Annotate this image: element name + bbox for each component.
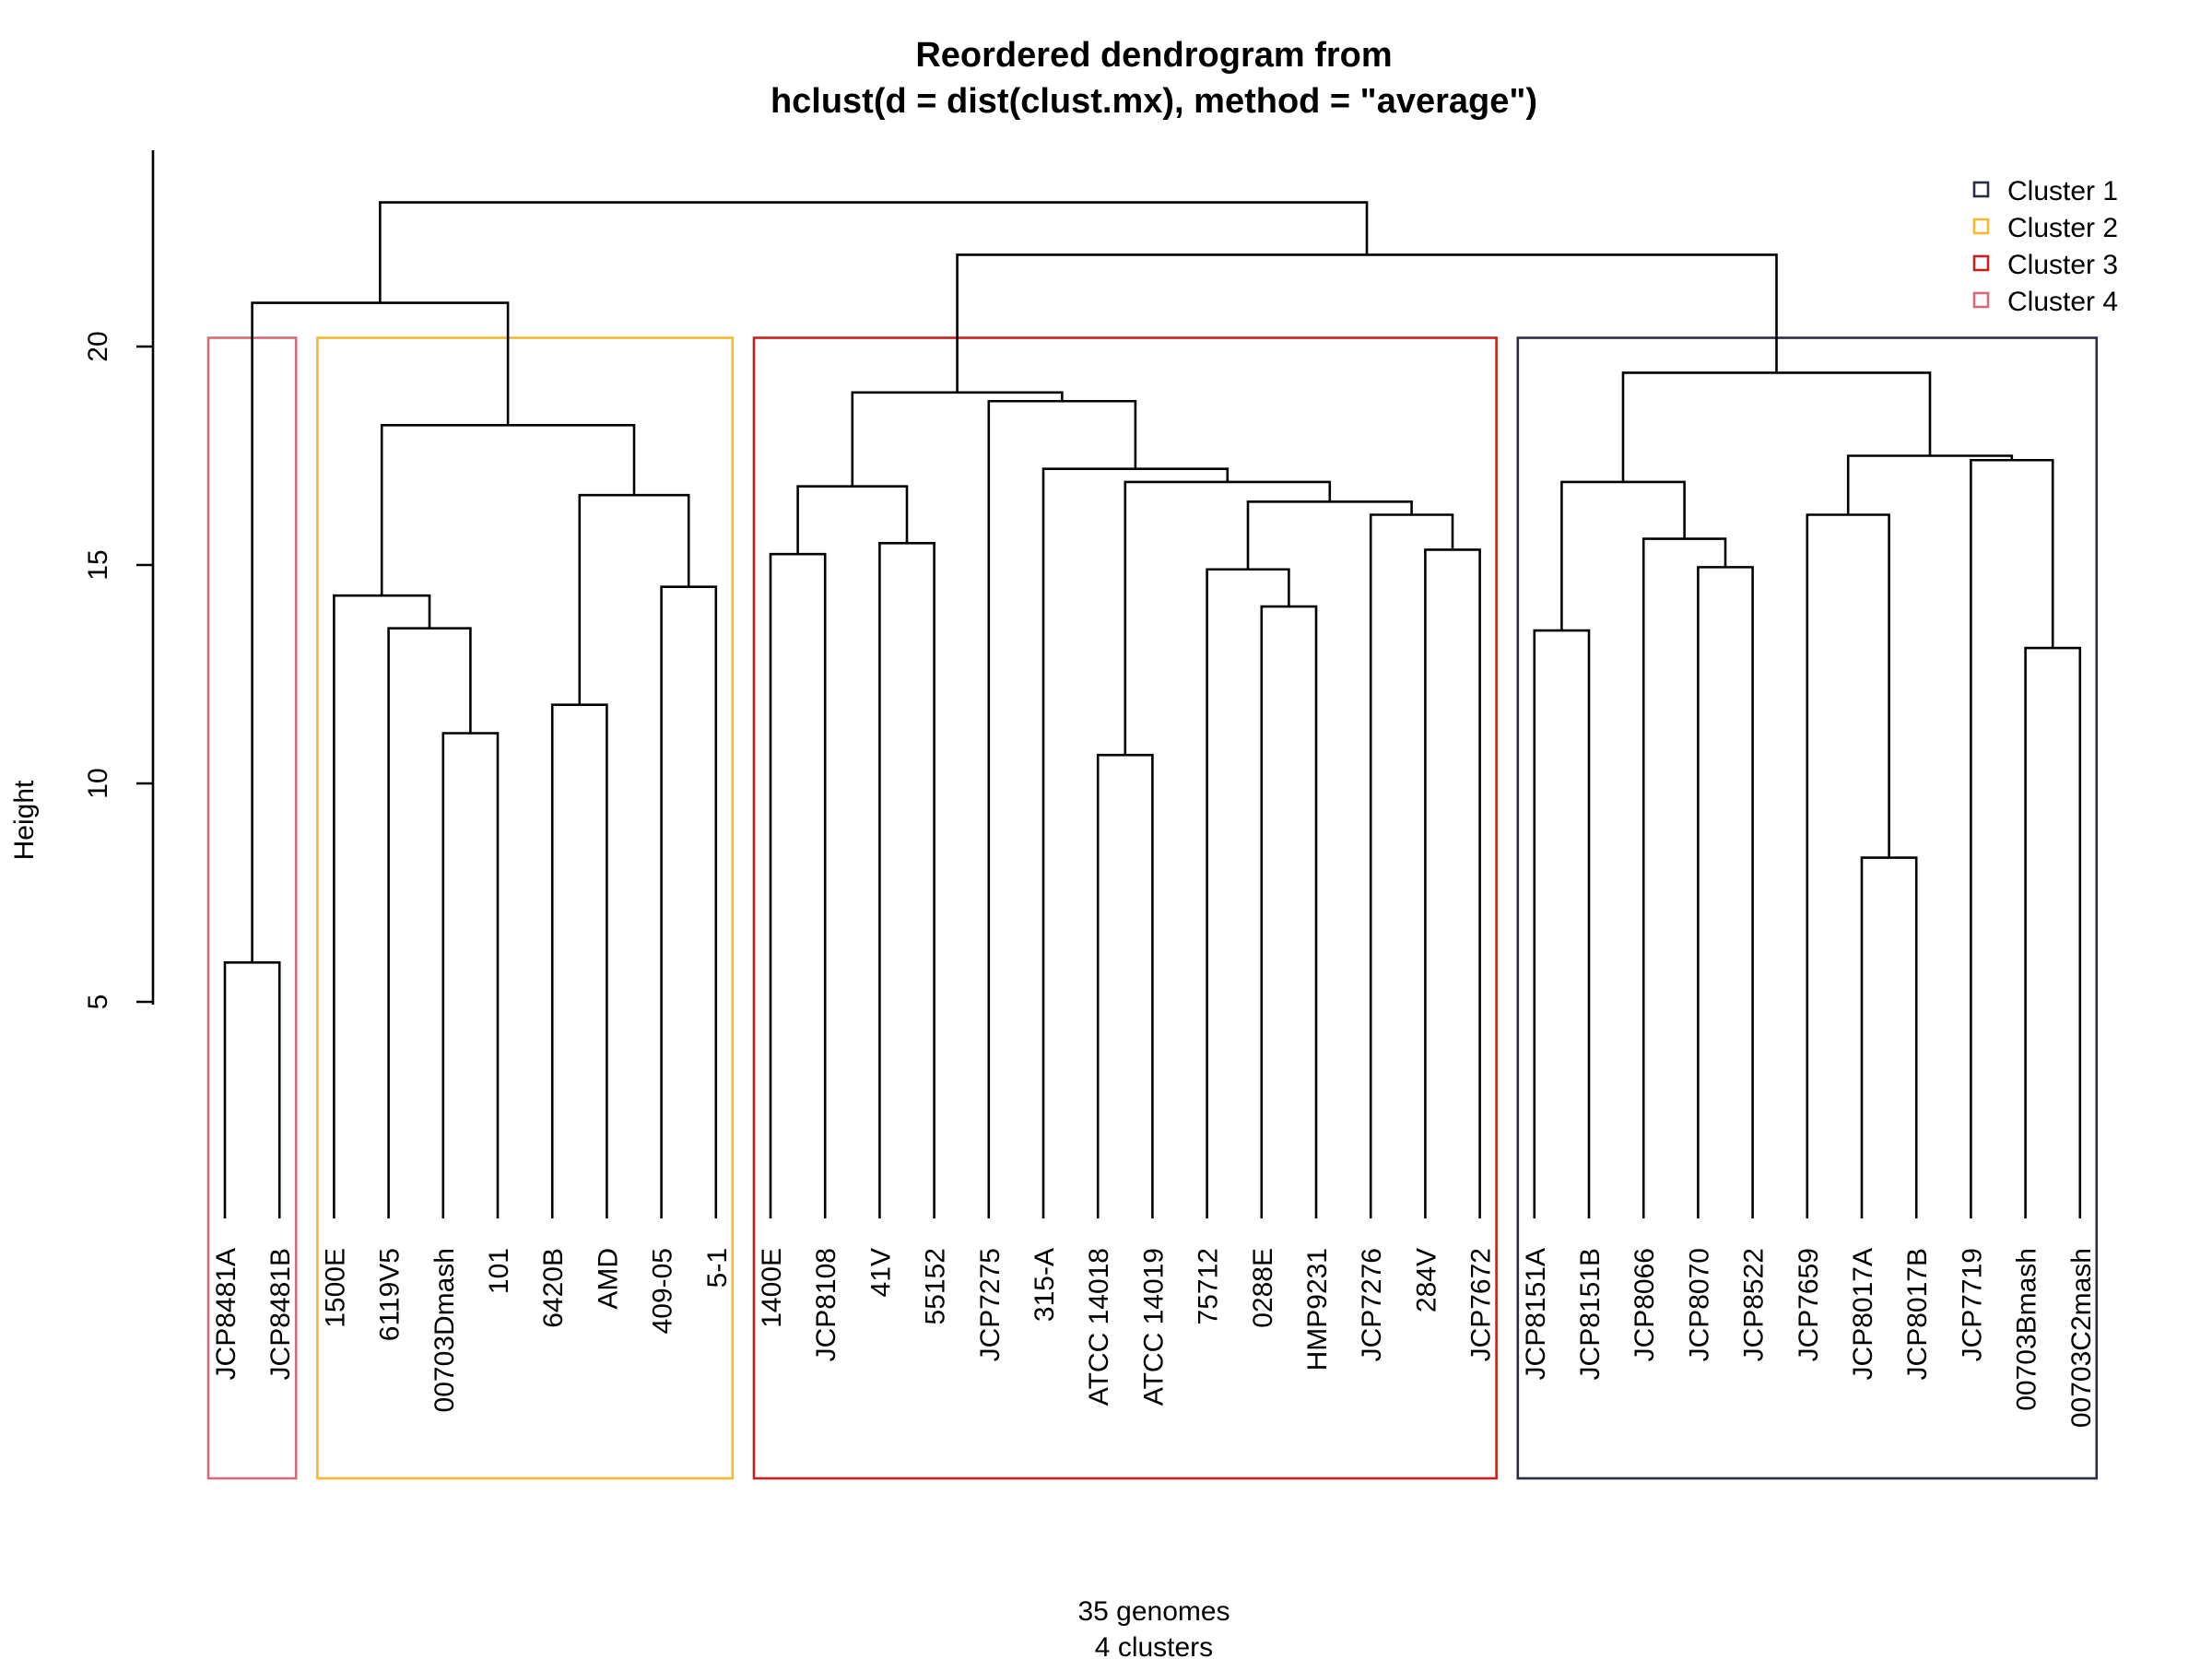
dendrogram-branch	[1041, 467, 1230, 1218]
leaf-label: JCP8066	[1630, 1248, 1660, 1361]
dendrogram-branch	[878, 542, 935, 1218]
y-tick-label: 20	[83, 331, 113, 361]
y-axis-ticks: 5 10 15 20	[83, 331, 153, 1009]
leaf-label: 00703Bmash	[2012, 1248, 2042, 1411]
leaf-label: 1500E	[320, 1248, 350, 1328]
dendrogram-branch	[1621, 371, 1932, 482]
dendrogram-branch	[1806, 513, 1890, 1218]
dendrogram-branch	[769, 552, 827, 1218]
y-tick-label: 15	[83, 549, 113, 580]
dendrogram-branch	[1860, 856, 1918, 1218]
legend: Cluster 1 Cluster 2 Cluster 3 Cluster 4	[1972, 176, 2118, 317]
dendrogram-branch	[387, 627, 472, 1218]
chart-title: Reordered dendrogram from	[915, 36, 1392, 75]
leaf-label: 5-1	[702, 1248, 733, 1288]
leaf-label: 101	[484, 1248, 514, 1294]
dendrogram-branch	[223, 961, 281, 1218]
dendrogram-branch	[1369, 513, 1454, 1218]
dendrogram-branch	[441, 732, 500, 1218]
leaf-label: JCP7276	[1357, 1248, 1387, 1361]
legend-swatch	[1972, 291, 1990, 309]
cluster-rectangle	[316, 336, 735, 1480]
y-tick-label: 10	[83, 768, 113, 798]
y-axis-label: Height	[9, 780, 40, 860]
leaf-label: 75712	[1194, 1248, 1224, 1324]
dendrogram-branch	[1641, 537, 1727, 1218]
dendrogram-branch	[380, 424, 636, 596]
leaf-label: 1400E	[757, 1248, 787, 1328]
dendrogram-branch	[851, 391, 1064, 487]
leaf-label: JCP7719	[1957, 1248, 1987, 1361]
dendrogram-branch	[379, 201, 1369, 303]
leaf-label: 6420B	[538, 1248, 569, 1328]
leaf-label: JCP7672	[1466, 1248, 1497, 1361]
dendrogram-branch	[1206, 568, 1290, 1218]
dendrogram-branch	[1533, 629, 1591, 1218]
legend-swatch	[1972, 181, 1990, 198]
dendrogram-branch	[550, 703, 608, 1218]
legend-label: Cluster 3	[2007, 250, 2118, 280]
leaf-label: JCP8522	[1739, 1248, 1770, 1361]
leaf-label: ATCC 14018	[1084, 1248, 1114, 1406]
dendrogram-branch	[1560, 480, 1686, 631]
legend-label: Cluster 2	[2007, 213, 2118, 243]
leaf-label: 315-A	[1030, 1248, 1060, 1322]
legend-label: Cluster 4	[2007, 287, 2118, 317]
leaf-label: JCP8481B	[265, 1248, 296, 1380]
leaf-label: JCP8070	[1684, 1248, 1714, 1361]
dendrogram-branch	[578, 493, 690, 705]
leaf-label: JCP8151B	[1575, 1248, 1606, 1380]
leaf-label: 409-05	[648, 1248, 678, 1334]
dendrogram-branches	[223, 201, 2082, 1218]
leaf-label: 55152	[921, 1248, 951, 1324]
dendrogram-branch	[1246, 500, 1413, 570]
leaf-label: 00703C2mash	[2066, 1248, 2097, 1428]
leaf-label: 6119V5	[375, 1248, 406, 1341]
leaf-label: 41V	[865, 1248, 896, 1297]
dendrogram-branch	[1124, 480, 1332, 756]
dendrogram-branch	[333, 594, 431, 1218]
dendrogram-branch	[660, 585, 718, 1218]
dendrogram-branch	[1970, 458, 2054, 1218]
leaf-label: AMD	[593, 1248, 623, 1310]
dendrogram-branch	[987, 399, 1137, 1218]
leaf-label: JCP8108	[811, 1248, 841, 1361]
leaf-label: 00703Dmash	[429, 1248, 460, 1412]
leaf-label: HMP9231	[1302, 1248, 1333, 1371]
leaf-label: ATCC 14019	[1138, 1248, 1169, 1406]
leaf-label: JCP8017B	[1902, 1248, 1933, 1380]
legend-swatch	[1972, 218, 1990, 235]
dendrogram-branch	[1096, 753, 1154, 1218]
leaf-label: 0288E	[1248, 1248, 1278, 1328]
leaf-label: JCP7275	[975, 1248, 1006, 1361]
dendrogram-branch	[2024, 646, 2082, 1218]
legend-swatch	[1972, 254, 1990, 272]
dendrogram-branch	[1260, 605, 1318, 1218]
leaf-label: 284V	[1411, 1248, 1441, 1312]
cluster-count-label: 4 clusters	[1095, 1632, 1213, 1659]
dendrogram-branch	[1424, 548, 1481, 1218]
leaf-labels: JCP8481A JCP8481B 1500E 6119V5 00703Dmash 101…	[211, 1248, 2097, 1428]
cluster-rectangle	[752, 336, 1498, 1480]
leaf-label: JCP8151A	[1521, 1248, 1551, 1380]
leaf-label: JCP8017A	[1848, 1248, 1878, 1380]
dendrogram-branch	[1697, 566, 1754, 1218]
leaf-label: JCP8481A	[211, 1248, 241, 1380]
legend-label: Cluster 1	[2007, 176, 2118, 206]
chart-subtitle: hclust(d = dist(clust.mx), method = "ave…	[771, 82, 1537, 121]
x-axis-label: 35 genomes	[1077, 1596, 1230, 1627]
cluster-rectangle	[1516, 336, 2099, 1480]
y-tick-label: 5	[83, 994, 113, 1010]
leaf-label: JCP7659	[1794, 1248, 1824, 1361]
dendrogram-branch	[1846, 454, 2014, 515]
